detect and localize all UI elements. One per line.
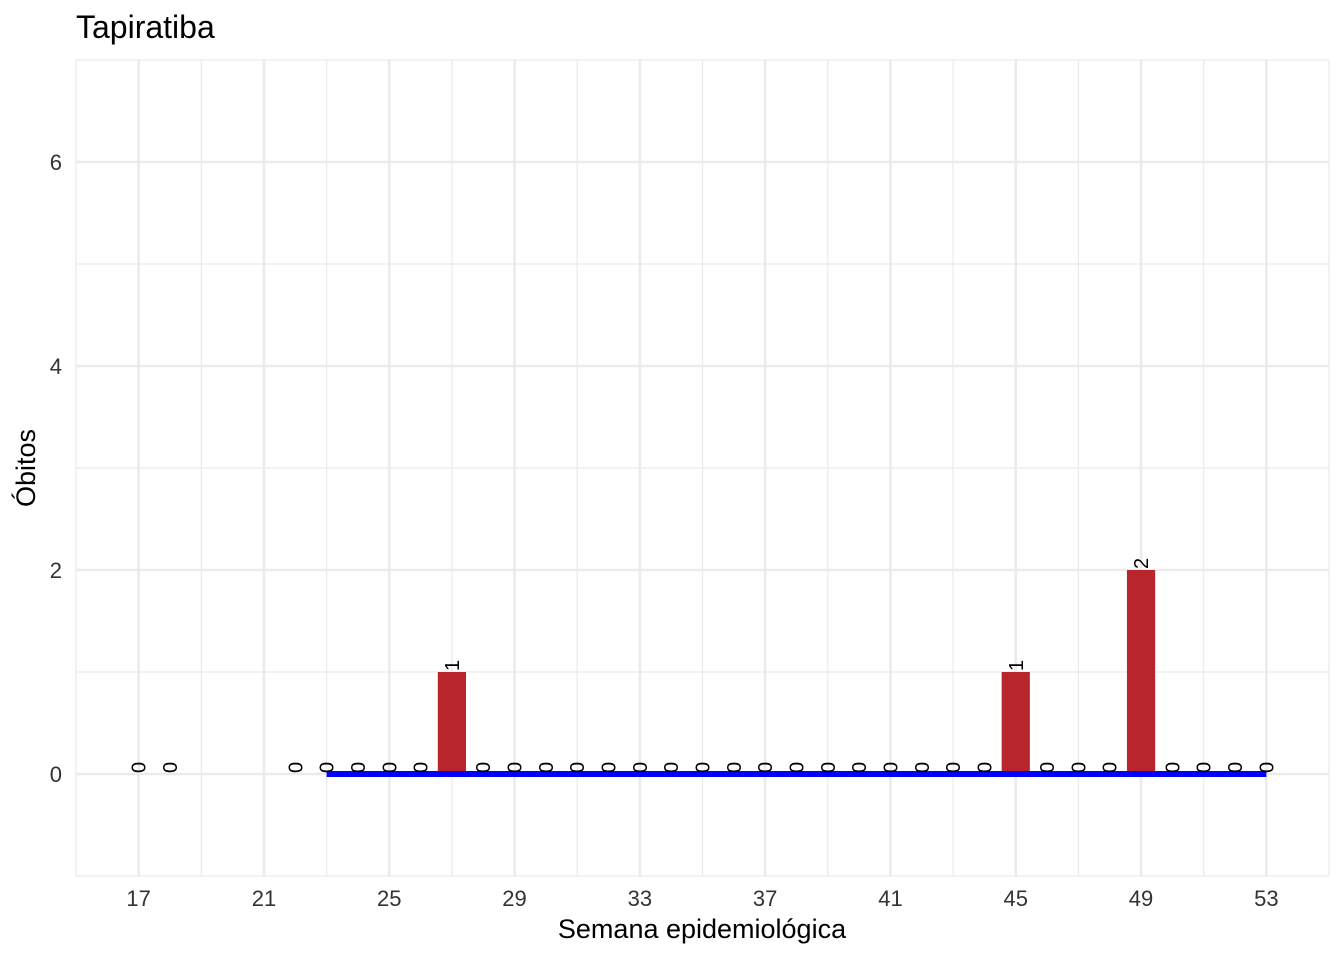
bar [1001, 672, 1030, 774]
bar-label: 0 [1037, 762, 1059, 773]
x-tick-label: 17 [126, 886, 150, 911]
bar-label: 0 [786, 762, 808, 773]
y-tick-label: 4 [50, 354, 62, 379]
bar-label: 0 [974, 762, 996, 773]
bar-label: 0 [379, 762, 401, 773]
bar-label: 0 [285, 762, 307, 773]
bar-label: 0 [912, 762, 934, 773]
bar-label: 0 [693, 762, 715, 773]
bar-label: 0 [1162, 762, 1184, 773]
x-axis-ticks: 17 21 25 29 33 37 41 45 49 53 [126, 886, 1278, 911]
bar-labels: 0 0 0 0 0 0 010 0 0 0 0 0 0 0 0 0 0 0 0 0 0 0 010 0 020 0 0 0 [129, 558, 1279, 773]
x-tick-label: 29 [502, 886, 526, 911]
x-axis-title: Semana epidemiológica [558, 914, 847, 944]
bar-label: 0 [599, 762, 621, 773]
x-tick-label: 25 [377, 886, 401, 911]
bar [1126, 570, 1156, 774]
bar-label: 0 [1225, 762, 1247, 773]
bar-label: 0 [724, 762, 746, 773]
x-tick-label: 41 [878, 886, 902, 911]
y-axis-title: Óbitos [10, 429, 41, 507]
bar-label: 0 [661, 762, 683, 773]
bar-label: 0 [505, 762, 527, 773]
x-tick-label: 53 [1254, 886, 1278, 911]
y-tick-label: 2 [50, 558, 62, 583]
bar-label: 0 [755, 762, 777, 773]
bar-label: 0 [1100, 762, 1122, 773]
x-tick-label: 49 [1129, 886, 1153, 911]
x-tick-label: 45 [1004, 886, 1028, 911]
bar-label: 0 [818, 762, 840, 773]
y-axis-ticks: 0 2 4 6 [50, 150, 62, 787]
bar-label: 0 [536, 762, 558, 773]
bar-label: 0 [317, 762, 339, 773]
bar-label: 0 [849, 762, 871, 773]
y-tick-label: 6 [50, 150, 62, 175]
bar-label: 1 [1006, 660, 1028, 671]
bars [437, 570, 1156, 774]
x-tick-label: 21 [252, 886, 276, 911]
bar-label: 1 [442, 660, 464, 671]
bar-label: 0 [411, 762, 433, 773]
bar-label: 0 [160, 762, 182, 773]
bar-label: 0 [567, 762, 589, 773]
x-tick-label: 37 [753, 886, 777, 911]
bar-label: 0 [1194, 762, 1216, 773]
bar-label: 0 [880, 762, 902, 773]
bar [437, 672, 466, 774]
bar-label: 0 [473, 762, 495, 773]
bar-label: 0 [129, 762, 151, 773]
bar-label: 0 [1256, 762, 1278, 773]
bar-label: 0 [348, 762, 370, 773]
bar-label: 0 [943, 762, 965, 773]
bar-label: 0 [630, 762, 652, 773]
x-tick-label: 33 [628, 886, 652, 911]
bar-label: 2 [1131, 558, 1153, 569]
bar-label: 0 [1068, 762, 1090, 773]
y-tick-label: 0 [50, 762, 62, 787]
chart-title: Tapiratiba [76, 9, 215, 45]
